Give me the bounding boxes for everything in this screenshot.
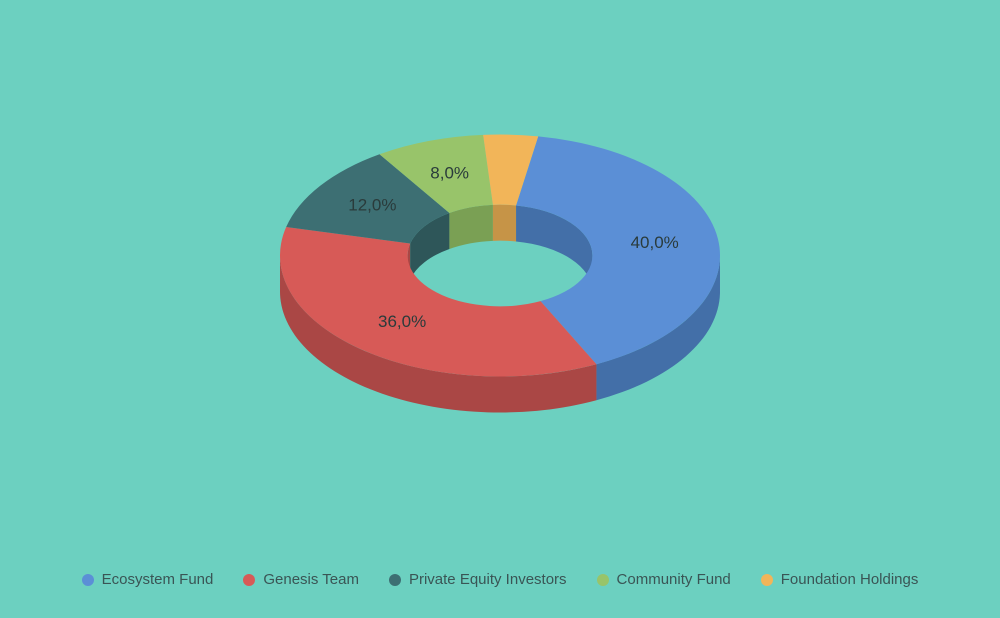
legend-label-community: Community Fund xyxy=(617,571,731,588)
legend-swatch-pei xyxy=(389,574,401,586)
legend-swatch-genesis xyxy=(243,574,255,586)
legend-swatch-ecosystem xyxy=(82,574,94,586)
legend: Ecosystem Fund Genesis Team Private Equity… xyxy=(0,571,1000,588)
legend-label-foundation: Foundation Holdings xyxy=(781,571,919,588)
legend-item-pei: Private Equity Investors xyxy=(389,571,567,588)
donut-inner-side xyxy=(493,205,516,242)
legend-label-pei: Private Equity Investors xyxy=(409,571,567,588)
legend-swatch-foundation xyxy=(761,574,773,586)
chart-page: 40,0% 36,0% 12,0% 8,0% Ecosystem Fund Genesi… xyxy=(0,0,1000,618)
donut-chart: 40,0% 36,0% 12,0% 8,0% xyxy=(180,56,820,501)
donut-top xyxy=(280,135,720,377)
legend-swatch-community xyxy=(597,574,609,586)
legend-item-foundation: Foundation Holdings xyxy=(761,571,919,588)
legend-label-genesis: Genesis Team xyxy=(263,571,359,588)
legend-item-genesis: Genesis Team xyxy=(243,571,359,588)
slice-label-genesis: 36,0% xyxy=(378,312,426,331)
slice-label-community: 8,0% xyxy=(430,164,469,183)
legend-label-ecosystem: Ecosystem Fund xyxy=(102,571,214,588)
legend-item-ecosystem: Ecosystem Fund xyxy=(82,571,214,588)
slice-label-pei: 12,0% xyxy=(348,196,396,215)
slice-label-ecosystem: 40,0% xyxy=(631,233,679,252)
legend-item-community: Community Fund xyxy=(597,571,731,588)
donut-inner-side xyxy=(449,205,493,249)
